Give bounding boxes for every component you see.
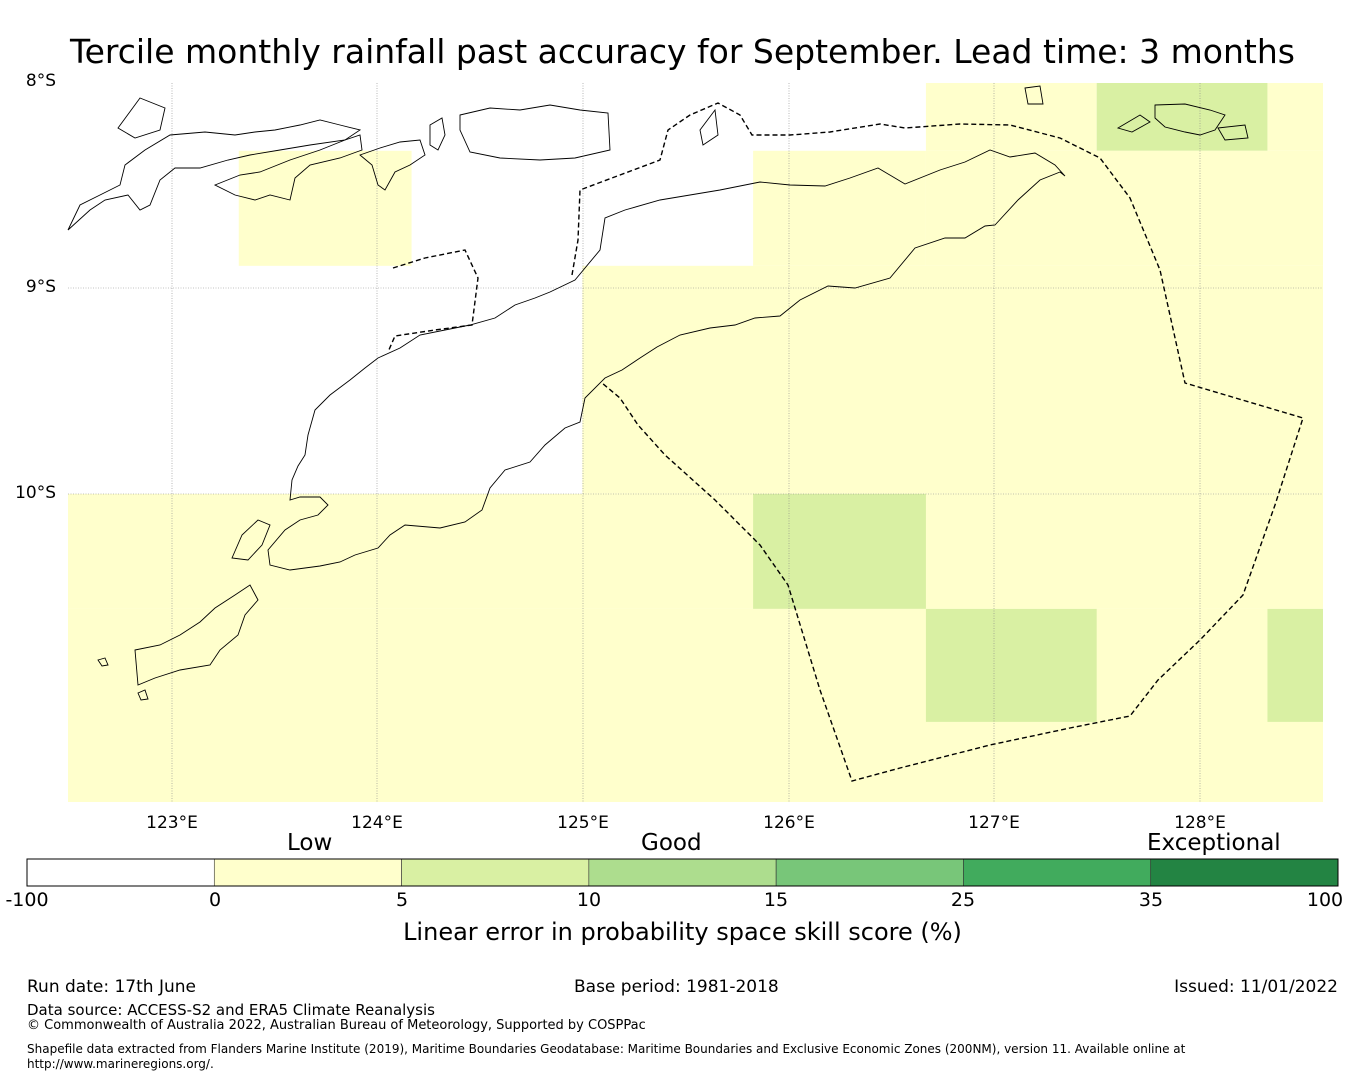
colorbar-segment bbox=[401, 858, 590, 887]
run-date: Run date: 17th June bbox=[27, 977, 196, 997]
coastline-flores-east bbox=[213, 134, 363, 201]
colorbar-segment bbox=[588, 858, 777, 887]
colorbar-segment bbox=[26, 858, 215, 887]
skill-cell bbox=[753, 150, 926, 266]
coastline-pantar bbox=[429, 117, 446, 151]
colorbar-tick-10: 10 bbox=[576, 889, 602, 911]
lon-label-125e: 125°E bbox=[557, 813, 609, 833]
category-label-exceptional: Exceptional bbox=[1147, 830, 1281, 856]
data-source: Data source: ACCESS-S2 and ERA5 Climate … bbox=[27, 1001, 435, 1019]
colorbar-tick-35: 35 bbox=[1138, 889, 1164, 911]
colorbar-tick-5: 5 bbox=[395, 889, 409, 911]
skill-cell bbox=[238, 150, 412, 266]
chart-title: Tercile monthly rainfall past accuracy f… bbox=[70, 32, 1295, 71]
coastline-liran bbox=[1024, 85, 1044, 105]
lat-label-10s: 10°S bbox=[15, 483, 56, 503]
colorbar-tick-25: 25 bbox=[950, 889, 976, 911]
lon-label-127e: 127°E bbox=[968, 813, 1020, 833]
colorbar-label: Linear error in probability space skill … bbox=[403, 918, 962, 946]
coastline-wetar bbox=[1154, 103, 1226, 136]
coastline-atauro bbox=[699, 108, 719, 146]
colorbar-tick-0: 0 bbox=[208, 889, 222, 911]
eez-boundary-oecusse bbox=[387, 249, 479, 353]
colorbar-segment bbox=[963, 858, 1152, 887]
skill-cell bbox=[925, 83, 1097, 151]
colorbar-tick-15: 15 bbox=[763, 889, 789, 911]
colorbar-segment bbox=[213, 858, 402, 887]
coastline-wetar-islet-west bbox=[1116, 114, 1151, 133]
skill-cell bbox=[925, 608, 1097, 722]
skill-cell bbox=[925, 150, 1323, 266]
lon-label-124e: 124°E bbox=[351, 813, 403, 833]
shapefile-credit: Shapefile data extracted from Flanders M… bbox=[27, 1042, 1186, 1056]
coastline-wetar-islet-east bbox=[1217, 124, 1249, 141]
skill-cell bbox=[68, 493, 1323, 609]
coastline-alor bbox=[459, 104, 611, 161]
lon-label-128e: 128°E bbox=[1174, 813, 1226, 833]
skill-cell bbox=[1096, 83, 1268, 151]
lat-label-8s: 8°S bbox=[25, 71, 56, 91]
coastline-sawu bbox=[231, 519, 271, 561]
shapefile-url: http://www.marineregions.org/. bbox=[27, 1057, 214, 1071]
category-label-good: Good bbox=[641, 830, 702, 856]
coastline-flores-north bbox=[117, 97, 166, 139]
issued-date: Issued: 11/01/2022 bbox=[1174, 977, 1338, 997]
lon-label-123e: 123°E bbox=[146, 813, 198, 833]
coastline-rote bbox=[134, 584, 259, 686]
skill-cell bbox=[1267, 83, 1323, 151]
coastlines bbox=[67, 85, 1249, 701]
skill-cell bbox=[753, 493, 926, 609]
coastline-ndao bbox=[97, 657, 109, 667]
coastline-lembata bbox=[359, 139, 426, 191]
colorbar-segment bbox=[775, 858, 964, 887]
skill-cell bbox=[582, 265, 1323, 494]
colorbar-tick-100: 100 bbox=[1306, 889, 1344, 911]
base-period: Base period: 1981-2018 bbox=[574, 977, 779, 997]
maritime-boundaries bbox=[387, 102, 1304, 782]
colorbar-tick-minus100: -100 bbox=[5, 889, 49, 911]
copyright: © Commonwealth of Australia 2022, Austra… bbox=[27, 1018, 646, 1033]
skill-grid bbox=[68, 83, 1323, 802]
coastline-dana bbox=[137, 689, 149, 701]
lat-label-9s: 9°S bbox=[25, 277, 56, 297]
graticule bbox=[68, 83, 1323, 802]
colorbar-outline bbox=[26, 858, 1339, 887]
skill-cell bbox=[1267, 608, 1323, 722]
skill-cell bbox=[68, 608, 1323, 802]
lon-label-126e: 126°E bbox=[763, 813, 815, 833]
category-label-low: Low bbox=[287, 830, 333, 856]
coastline-timor bbox=[267, 149, 1066, 571]
coastline-flores bbox=[67, 119, 362, 231]
colorbar-segment bbox=[1150, 858, 1339, 887]
